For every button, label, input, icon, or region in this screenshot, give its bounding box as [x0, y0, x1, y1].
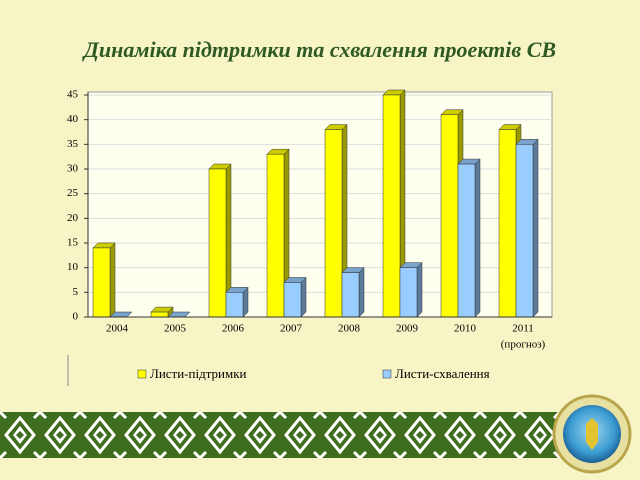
bar-side: [109, 242, 116, 318]
y-tick-label: 25: [67, 187, 79, 199]
x-tick-label: 2008: [338, 323, 361, 335]
bar-side: [474, 158, 481, 318]
bar: [457, 163, 476, 318]
ornament: [0, 412, 560, 458]
legend-swatch: [137, 369, 147, 379]
x-tick-label: 2011: [512, 323, 534, 335]
x-tick-label: 2004: [106, 323, 129, 335]
y-tick-label: 40: [67, 113, 79, 125]
y-tick-label: 0: [73, 311, 79, 323]
emblem-trident: [586, 418, 598, 450]
bar: [515, 144, 534, 318]
bar: [266, 153, 285, 318]
x-tick-label: 2009: [396, 323, 419, 335]
legend-label: Листи-схвалення: [395, 366, 490, 381]
bar-side: [532, 138, 539, 318]
bar: [283, 282, 302, 318]
bar: [341, 272, 360, 318]
y-tick-label: 20: [67, 212, 79, 224]
bar: [92, 247, 111, 318]
y-tick-label: 5: [73, 286, 79, 298]
y-tick-label: 30: [67, 163, 79, 175]
bar: [225, 292, 244, 318]
x-note: (прогноз): [501, 339, 546, 351]
bar: [382, 94, 401, 318]
bar-side: [358, 266, 365, 318]
bar: [498, 129, 517, 318]
x-tick-label: 2006: [222, 323, 245, 335]
bar: [324, 129, 343, 318]
bar: [440, 114, 459, 318]
chart-title: Динаміка підтримки та схвалення проектів…: [82, 37, 556, 62]
x-tick-label: 2005: [164, 323, 187, 335]
bar-side: [300, 276, 307, 318]
bar-side: [416, 262, 423, 318]
y-tick-label: 35: [67, 138, 79, 150]
x-tick-label: 2010: [454, 323, 477, 335]
legend-swatch: [382, 369, 392, 379]
bar: [150, 311, 169, 318]
bar: [399, 267, 418, 318]
bar: [208, 168, 227, 318]
x-tick-label: 2007: [280, 323, 303, 335]
y-tick-label: 15: [67, 237, 79, 249]
legend-label: Листи-підтримки: [150, 366, 247, 381]
y-tick-label: 10: [67, 261, 79, 273]
plot-area: [87, 91, 553, 318]
y-tick-label: 45: [67, 89, 79, 101]
